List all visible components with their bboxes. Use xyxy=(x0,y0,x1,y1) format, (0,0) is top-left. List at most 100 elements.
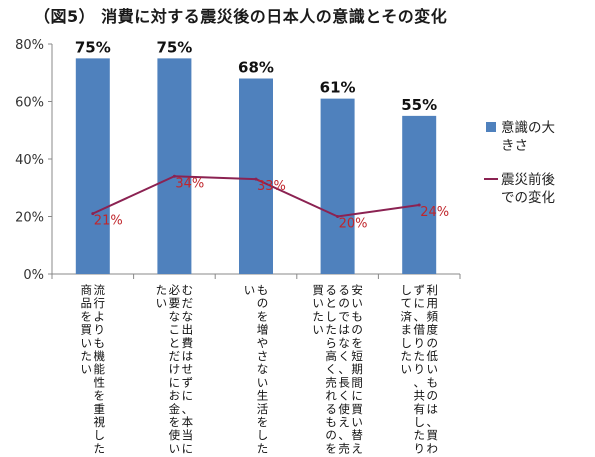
category-label-char: い xyxy=(257,375,269,389)
category-label-char: い xyxy=(426,362,438,376)
category-label-char: は xyxy=(182,349,194,363)
legend-label-line: での変化 xyxy=(501,189,555,206)
category-label-char: 必 xyxy=(169,283,181,297)
category-label-char: を xyxy=(257,415,269,429)
chart-title: （図5） 消費に対する震災後の日本人の意識とその変化 xyxy=(34,7,448,26)
category-label-char: 短 xyxy=(351,349,363,363)
category-label-char: 共 xyxy=(413,389,425,403)
category-label-char: 品 xyxy=(81,296,93,310)
category-label-char: さ xyxy=(257,349,269,363)
category-label-char: 金 xyxy=(169,402,181,416)
category-label-char: 、 xyxy=(426,415,438,429)
category-label-char: を xyxy=(169,415,181,429)
category-label-char: に xyxy=(351,389,363,403)
category-label-char: や xyxy=(257,336,269,350)
category-label-char: し xyxy=(257,428,269,442)
category-label-char: た xyxy=(413,428,425,442)
labels: 75% 75%68%61%55%21%34% 33%20%24%流行よりも機能性を重… xyxy=(75,38,449,455)
bar xyxy=(75,58,110,274)
bar-data-label: 55% xyxy=(401,96,437,114)
category-label-char: 、 xyxy=(413,375,425,389)
category-label-char: い xyxy=(312,296,324,310)
y-tick-label: 0% xyxy=(23,268,44,283)
category-label-char: 能 xyxy=(94,362,106,376)
category-label-char: し xyxy=(413,415,425,429)
category-label-char: を xyxy=(351,336,363,350)
category-label-char: 借 xyxy=(413,323,425,337)
category-label-char: 増 xyxy=(257,323,269,337)
category-label-char: い xyxy=(169,441,181,455)
category-label-char: も xyxy=(426,375,438,389)
category-label-char: を xyxy=(325,441,337,455)
line-data-label: 20% xyxy=(339,217,368,232)
category-label-char: 機 xyxy=(94,349,106,363)
category-label-char: ず xyxy=(413,283,425,297)
category-label-char: し xyxy=(94,428,106,442)
category-label-char: は xyxy=(426,402,438,416)
category-label-char: 長 xyxy=(338,375,350,389)
category-label-char: い xyxy=(351,415,363,429)
category-label-char: と xyxy=(325,296,337,310)
category-label-char: く xyxy=(338,389,350,403)
line-data-label: 24% xyxy=(420,205,449,220)
category-label-char: を xyxy=(94,389,106,403)
category-label-char: に xyxy=(169,375,181,389)
category-label-char: な xyxy=(182,309,194,323)
category-label-char: 売 xyxy=(338,441,350,455)
category-label-char: こ xyxy=(169,323,181,337)
bar-data-label: 61% xyxy=(320,79,356,97)
category-label-char: い xyxy=(351,296,363,310)
category-label-char: り xyxy=(413,362,425,376)
category-label-char: え xyxy=(351,441,363,455)
category-label-char: い xyxy=(244,283,256,297)
category-label-char: は xyxy=(338,323,350,337)
category-label-char: な xyxy=(338,336,350,350)
category-label-char: 、 xyxy=(182,402,194,416)
category-label-char: い xyxy=(81,336,93,350)
category-label-char: せ xyxy=(182,362,194,376)
category-label-char: の xyxy=(426,389,438,403)
bar xyxy=(239,78,273,274)
category-label-char: た xyxy=(257,441,269,455)
category-label-char: 間 xyxy=(351,375,363,389)
category-label-char: 買 xyxy=(81,323,93,337)
category-label-char: に xyxy=(182,389,194,403)
category-label-char: り xyxy=(413,336,425,350)
category-label-char: も xyxy=(257,283,269,297)
category-label-char: も xyxy=(325,415,337,429)
category-label-char: 商 xyxy=(81,283,93,297)
category-label-char: 使 xyxy=(169,428,181,442)
bar xyxy=(402,115,437,274)
legend-swatch-bars xyxy=(486,122,496,132)
category-label-char: 低 xyxy=(426,349,438,363)
category-label-char: く xyxy=(338,349,350,363)
category-label-char: た xyxy=(312,309,324,323)
category-label-char: 本 xyxy=(182,415,194,429)
legend-label-line: 震災前後 xyxy=(501,171,555,188)
category-label-char: い xyxy=(81,362,93,376)
category-label-char: い xyxy=(400,362,412,376)
category-label-char: た xyxy=(400,349,412,363)
category-label-char: 買 xyxy=(312,283,324,297)
category-label-char: 買 xyxy=(351,402,363,416)
category-label-char: を xyxy=(81,309,93,323)
y-tick-label: 20% xyxy=(15,211,44,226)
line-point xyxy=(336,215,340,218)
category-label-char: 生 xyxy=(257,389,269,403)
line-point xyxy=(254,177,258,181)
category-label-char: 重 xyxy=(94,402,106,416)
bar-data-label: 75% xyxy=(156,38,192,56)
category-label-char: 、 xyxy=(413,309,425,323)
category-label-char: も xyxy=(94,336,106,350)
category-label-char: れ xyxy=(325,389,337,403)
category-label-char: に xyxy=(413,296,425,310)
category-label-char: む xyxy=(182,283,194,297)
category-label-char: し xyxy=(325,309,337,323)
category-label-char: 用 xyxy=(426,296,438,310)
line-data-label: 33% xyxy=(257,179,286,194)
category-label-char: 有 xyxy=(413,402,425,416)
category-label-char: し xyxy=(400,283,412,297)
